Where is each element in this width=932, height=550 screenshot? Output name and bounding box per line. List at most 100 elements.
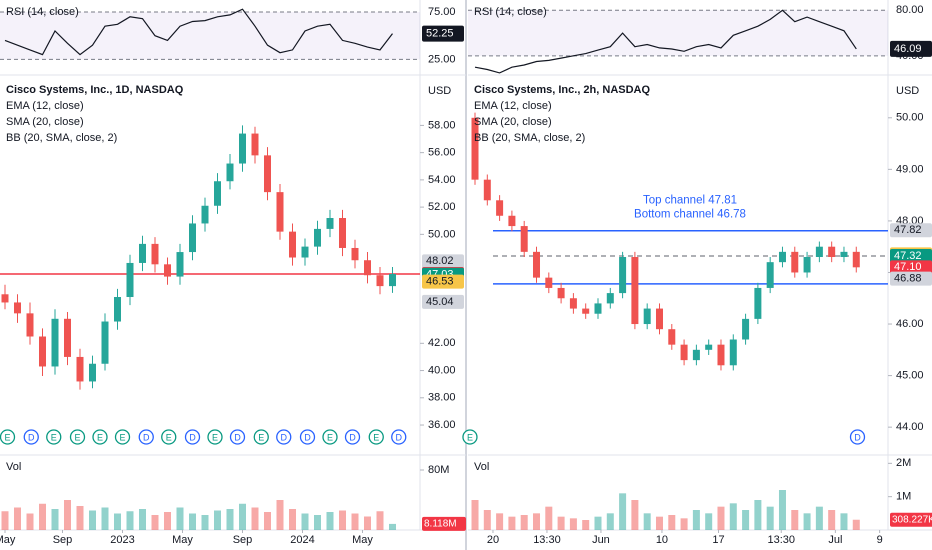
volume-bar: [114, 513, 121, 530]
volume-bar: [754, 500, 762, 530]
event-label: E: [51, 432, 57, 442]
candle-body: [582, 308, 590, 314]
candle-body: [545, 277, 553, 288]
volume-bar: [14, 507, 21, 530]
volume-bar: [852, 519, 860, 530]
rsi-tick-label: 75.00: [428, 6, 456, 18]
candle-body: [14, 302, 21, 314]
x-tick-label: May: [172, 534, 193, 546]
candle-body: [301, 246, 309, 258]
volume-bar: [668, 515, 676, 530]
volume-bar: [471, 500, 479, 530]
candle-body: [251, 133, 259, 156]
price-badge-label: 45.04: [426, 296, 454, 308]
volume-bar: [364, 516, 371, 530]
event-marker: [161, 429, 177, 445]
x-tick-label: 2023: [110, 534, 134, 546]
volume-bar: [717, 506, 725, 530]
event-label: E: [4, 432, 10, 442]
price-badge: [422, 254, 464, 269]
event-marker: [299, 429, 316, 445]
volume-bar: [840, 513, 848, 530]
event-label: D: [281, 432, 288, 442]
candle-body: [326, 218, 334, 229]
volume-bar: [314, 515, 321, 530]
candle-body: [126, 262, 134, 298]
indicator-label: SMA (20, close): [474, 116, 552, 128]
x-tick-label: Sep: [233, 534, 253, 546]
price-badge-label: 46.88: [894, 273, 922, 285]
event-label: D: [143, 432, 150, 442]
y-tick-label: 52.00: [428, 201, 456, 213]
volume-bar: [778, 490, 786, 530]
volume-bar: [619, 493, 627, 530]
candle-body: [828, 246, 836, 258]
channel-annotation: Bottom channel 46.78: [634, 209, 746, 221]
volume-bar: [339, 510, 346, 530]
price-badge: [890, 223, 932, 238]
volume-bar: [828, 510, 836, 530]
candle-body: [655, 308, 663, 330]
volume-bar: [545, 506, 553, 530]
volume-bar: [582, 520, 590, 530]
event-marker: [368, 429, 384, 445]
x-tick-label: May: [352, 534, 373, 546]
price-badge-label: 47.32: [894, 250, 922, 262]
candle-body: [705, 344, 713, 350]
channel-annotation: Top channel 47.81: [643, 195, 737, 207]
candle-body: [76, 356, 84, 382]
y-tick-label: 58.00: [428, 119, 456, 131]
x-tick-label: 2024: [290, 534, 314, 546]
currency-label: USD: [428, 85, 451, 97]
volume-bar: [214, 510, 221, 530]
vol-last-badge: [422, 516, 466, 531]
volume-bar: [766, 506, 774, 530]
event-marker: [229, 429, 246, 445]
volume-bar: [176, 507, 184, 530]
y-tick-label: 50.00: [896, 112, 924, 124]
x-tick-label: Jul: [828, 534, 842, 546]
volume-bar: [483, 510, 491, 530]
currency-label: USD: [896, 85, 919, 97]
vol-label: Vol: [6, 461, 21, 473]
indicator-label: SMA (20, close): [6, 116, 84, 128]
volume-bar: [276, 500, 284, 530]
y-tick-label: 36.00: [428, 419, 456, 431]
candle-body: [89, 363, 96, 382]
x-tick-label: 17: [712, 534, 724, 546]
price-badge-label: 46.53: [426, 276, 454, 288]
y-tick-label: 45.00: [896, 370, 924, 382]
volume-bar: [557, 516, 565, 530]
volume-bar: [815, 506, 823, 530]
price-badge: [890, 271, 932, 286]
vol-last-badge: [890, 512, 932, 527]
event-marker: [253, 429, 269, 445]
volume-bar: [289, 509, 296, 530]
price-badge: [890, 248, 932, 263]
event-label: D: [189, 432, 196, 442]
volume-bar: [326, 512, 334, 530]
candle-body: [729, 339, 737, 366]
volume-bar: [164, 512, 171, 530]
candle-body: [289, 231, 296, 258]
event-label: D: [854, 432, 861, 442]
volume-bar: [201, 515, 209, 530]
event-label: E: [373, 432, 379, 442]
rsi-line: [4, 8, 393, 56]
candle-body: [766, 262, 774, 288]
event-label: E: [74, 432, 80, 442]
volume-bar: [680, 518, 688, 530]
x-tick-label: 13:30: [767, 534, 795, 546]
candle-body: [64, 318, 71, 357]
candle-body: [39, 336, 46, 367]
event-marker: [207, 429, 223, 445]
volume-bar: [705, 513, 713, 530]
candle-body: [594, 303, 602, 314]
price-badge: [890, 260, 932, 275]
y-tick-label: 44.00: [896, 421, 924, 433]
x-tick-label: Jun: [592, 534, 610, 546]
candle-body: [189, 223, 196, 253]
vol-last-label: 8.118M: [424, 519, 457, 530]
volume-bar: [1, 511, 9, 530]
